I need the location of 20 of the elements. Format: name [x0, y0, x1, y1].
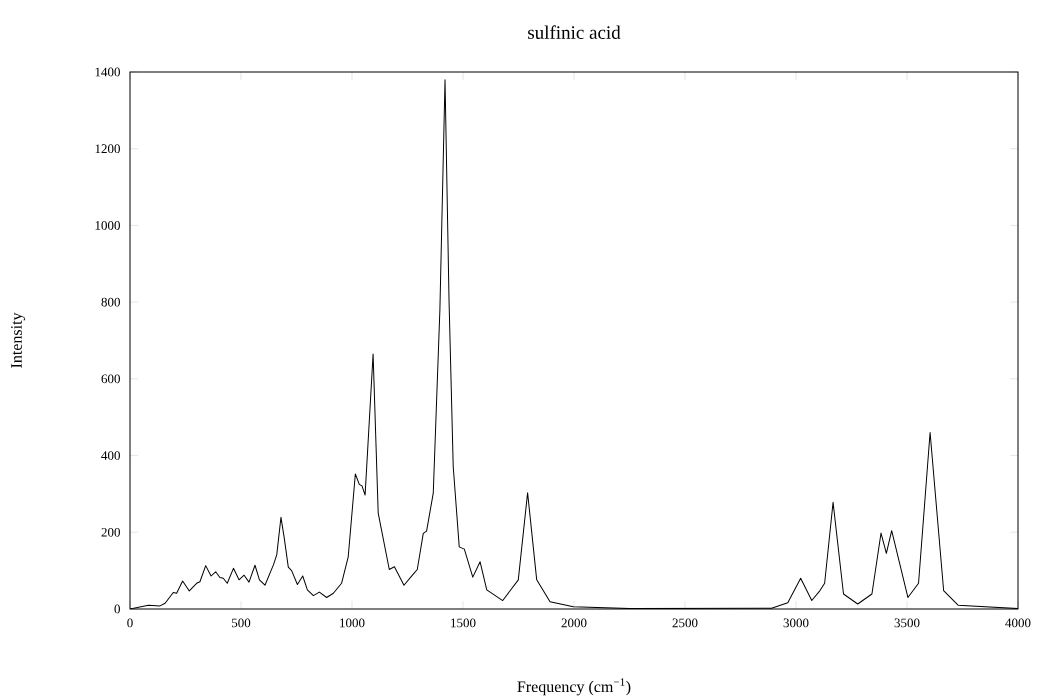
y-tick-label: 1000: [95, 221, 120, 230]
x-tick-label: 0: [127, 618, 133, 628]
y-tick-label: 1200: [95, 144, 120, 154]
y-tick-label: 200: [101, 527, 120, 537]
y-tick-label: 1400: [95, 67, 120, 77]
y-tick-label: 400: [101, 451, 120, 460]
x-tick-label: 2000: [561, 618, 587, 628]
x-tick-label: 500: [232, 618, 251, 628]
x-axis-title: Frequency (cm$^{−1}$): [517, 678, 631, 696]
x-tick-label: 3500: [894, 618, 920, 628]
x-tick-label: 3000: [783, 618, 809, 628]
y-tick-label: 0: [114, 604, 120, 614]
y-tick-label: 600: [101, 374, 120, 384]
x-tick-label: 4000: [1005, 618, 1031, 628]
chart-title: sulfinic acid: [528, 25, 621, 39]
x-tick-label: 1500: [451, 618, 476, 628]
x-tick-label: 1000: [340, 618, 365, 628]
y-tick-label: 800: [101, 297, 120, 307]
x-tick-label: 2500: [672, 618, 698, 628]
y-axis-title: Intensity: [11, 312, 26, 368]
